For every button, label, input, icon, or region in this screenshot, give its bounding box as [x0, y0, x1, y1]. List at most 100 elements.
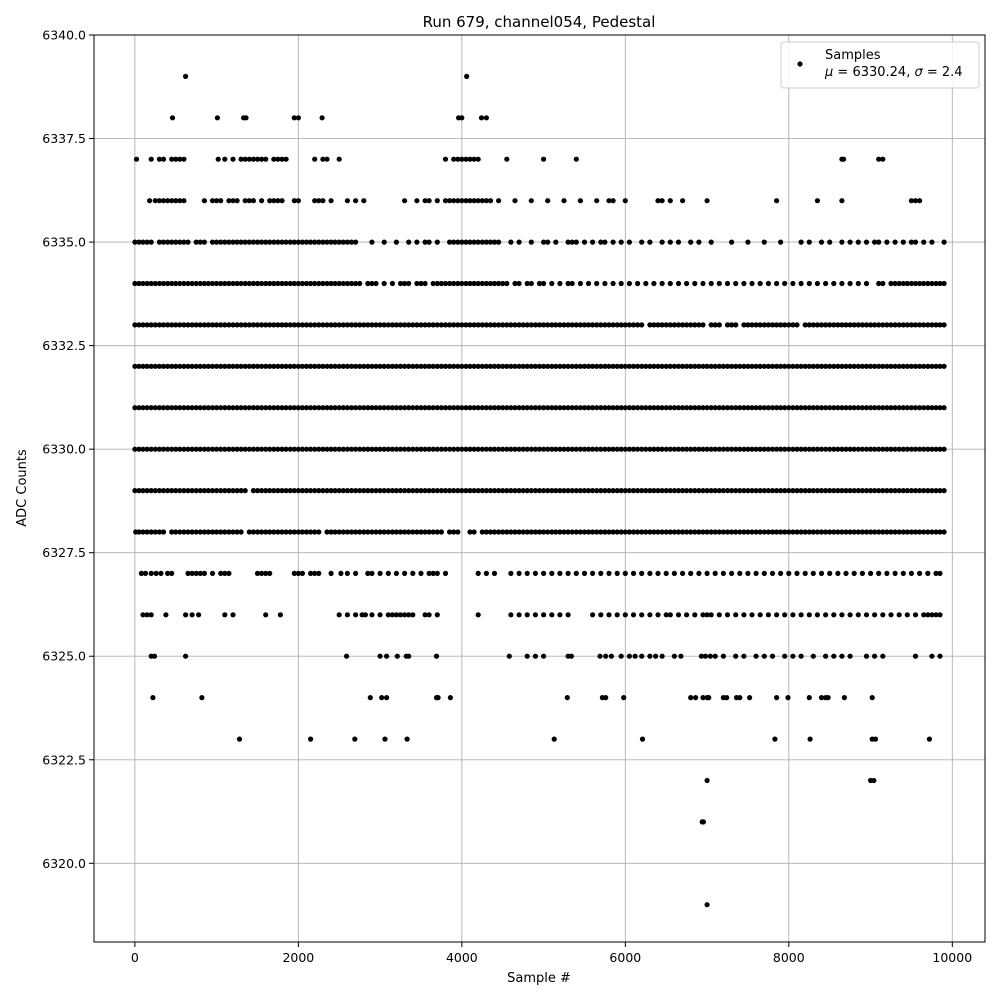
data-point — [659, 198, 665, 204]
data-point — [324, 363, 330, 369]
data-point — [312, 570, 318, 577]
data-point — [647, 322, 653, 328]
data-point — [917, 570, 923, 577]
data-point — [704, 405, 710, 411]
data-point — [590, 446, 596, 452]
data-point — [704, 570, 710, 577]
data-point — [500, 405, 506, 411]
data-point — [344, 322, 350, 328]
data-point — [430, 280, 436, 287]
data-point — [250, 529, 256, 535]
data-point — [872, 239, 878, 245]
data-point — [283, 488, 289, 494]
data-point — [201, 363, 207, 369]
data-point — [320, 363, 326, 369]
data-point — [332, 239, 338, 245]
data-point — [438, 363, 444, 369]
data-point — [328, 198, 334, 204]
data-point — [500, 363, 506, 369]
data-point — [169, 363, 175, 369]
data-point — [810, 570, 816, 577]
data-point — [892, 446, 898, 452]
data-point — [459, 363, 465, 369]
data-point — [708, 446, 714, 452]
data-point — [831, 322, 837, 328]
data-point — [827, 405, 833, 411]
data-point — [506, 653, 512, 659]
data-point — [577, 529, 584, 535]
data-point — [912, 322, 919, 328]
data-point — [214, 363, 220, 369]
data-point — [487, 322, 494, 328]
data-point — [483, 322, 489, 328]
data-point — [524, 653, 530, 659]
data-point — [434, 239, 440, 245]
data-point — [365, 280, 371, 287]
data-point — [414, 405, 420, 411]
data-point — [839, 239, 845, 245]
data-point — [397, 322, 404, 328]
data-point — [308, 405, 314, 411]
data-point — [524, 570, 530, 577]
data-point — [635, 529, 641, 535]
data-point — [344, 198, 350, 204]
data-point — [263, 322, 269, 328]
data-point — [263, 488, 269, 494]
data-point — [385, 405, 391, 411]
data-point — [549, 363, 555, 369]
data-point — [929, 280, 935, 287]
data-point — [132, 280, 138, 287]
data-point — [639, 612, 645, 618]
data-point — [827, 570, 833, 577]
data-point — [798, 280, 804, 287]
data-point — [165, 446, 171, 452]
data-point — [434, 488, 440, 494]
data-point — [831, 529, 837, 535]
data-point — [941, 280, 947, 287]
data-point — [794, 322, 800, 328]
data-point — [332, 280, 338, 287]
data-point — [504, 405, 510, 411]
data-point — [912, 529, 919, 535]
data-point — [712, 529, 718, 535]
data-point — [451, 280, 457, 287]
data-point — [761, 363, 767, 369]
data-point — [884, 488, 890, 494]
data-point — [447, 405, 453, 411]
data-point — [790, 280, 796, 287]
data-point — [912, 612, 919, 618]
data-point — [618, 653, 624, 659]
data-point — [635, 405, 641, 411]
data-point — [553, 405, 559, 411]
data-point — [402, 446, 408, 452]
legend-marker — [797, 61, 803, 67]
data-point — [365, 488, 371, 494]
data-point — [402, 198, 408, 204]
data-point — [590, 529, 596, 535]
data-point — [275, 405, 281, 411]
data-point — [434, 280, 440, 287]
data-point — [541, 239, 547, 245]
data-point — [160, 363, 167, 369]
data-point — [316, 488, 322, 494]
y-tick-label: 6332.5 — [42, 338, 86, 353]
data-point — [741, 529, 747, 535]
data-point — [132, 488, 138, 494]
data-point — [275, 198, 281, 204]
data-point — [348, 363, 355, 369]
data-point — [283, 446, 289, 452]
data-point — [275, 280, 281, 287]
data-point — [720, 653, 727, 659]
data-point — [463, 156, 469, 162]
data-point — [246, 280, 252, 287]
data-point — [778, 446, 784, 452]
data-point — [594, 488, 600, 494]
data-point — [230, 446, 236, 452]
data-point — [847, 363, 853, 369]
data-point — [688, 239, 694, 245]
data-point — [434, 405, 440, 411]
data-point — [626, 322, 633, 328]
data-point — [504, 280, 510, 287]
data-point — [794, 570, 800, 577]
data-point — [316, 280, 322, 287]
